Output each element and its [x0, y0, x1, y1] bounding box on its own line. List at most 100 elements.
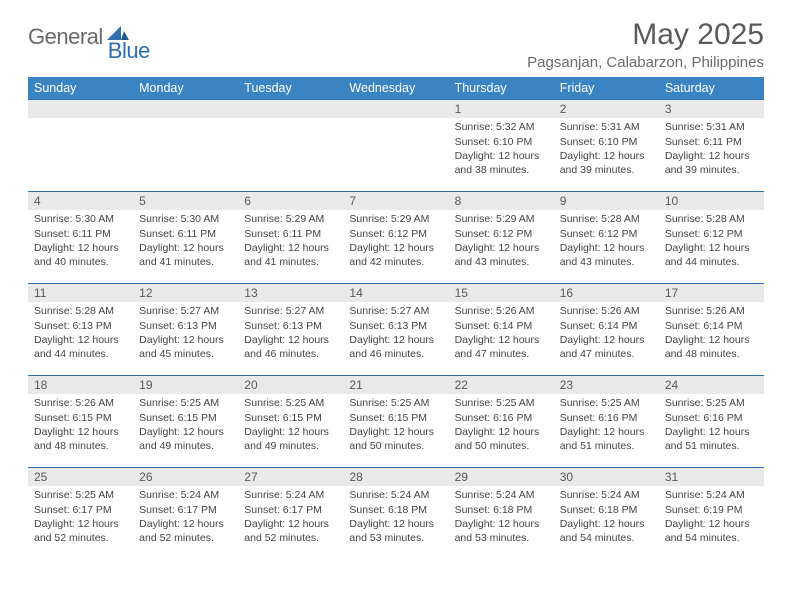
day-number: 11: [28, 284, 133, 302]
day-info-line: Sunrise: 5:29 AM: [244, 212, 337, 226]
day-body: Sunrise: 5:25 AMSunset: 6:15 PMDaylight:…: [133, 394, 238, 457]
day-body: Sunrise: 5:26 AMSunset: 6:15 PMDaylight:…: [28, 394, 133, 457]
day-body: Sunrise: 5:29 AMSunset: 6:12 PMDaylight:…: [343, 210, 448, 273]
day-info-line: Daylight: 12 hours: [455, 241, 548, 255]
day-info-line: Sunset: 6:16 PM: [455, 411, 548, 425]
day-info-line: and 54 minutes.: [560, 531, 653, 545]
day-info-line: Daylight: 12 hours: [560, 241, 653, 255]
day-info-line: Sunset: 6:19 PM: [665, 503, 758, 517]
logo-text-general: General: [28, 24, 103, 50]
day-number: 31: [659, 468, 764, 486]
day-body: Sunrise: 5:25 AMSunset: 6:15 PMDaylight:…: [238, 394, 343, 457]
day-number: 10: [659, 192, 764, 210]
day-info-line: Daylight: 12 hours: [349, 517, 442, 531]
day-number: 2: [554, 100, 659, 118]
day-info-line: Sunset: 6:12 PM: [665, 227, 758, 241]
day-info-line: and 39 minutes.: [560, 163, 653, 177]
day-info-line: Daylight: 12 hours: [139, 241, 232, 255]
day-number: 17: [659, 284, 764, 302]
day-info-line: Daylight: 12 hours: [455, 517, 548, 531]
day-info-line: Sunset: 6:12 PM: [560, 227, 653, 241]
day-body: Sunrise: 5:24 AMSunset: 6:18 PMDaylight:…: [343, 486, 448, 549]
day-info-line: Daylight: 12 hours: [34, 425, 127, 439]
day-number: 3: [659, 100, 764, 118]
day-info-line: Sunrise: 5:26 AM: [34, 396, 127, 410]
day-info-line: Sunset: 6:17 PM: [244, 503, 337, 517]
day-info-line: Daylight: 12 hours: [560, 333, 653, 347]
day-info-line: and 44 minutes.: [34, 347, 127, 361]
day-info-line: Daylight: 12 hours: [34, 517, 127, 531]
day-info-line: Daylight: 12 hours: [34, 333, 127, 347]
day-info-line: Sunrise: 5:30 AM: [34, 212, 127, 226]
day-info-line: and 52 minutes.: [139, 531, 232, 545]
day-info-line: Sunrise: 5:25 AM: [34, 488, 127, 502]
calendar-day-cell: [28, 100, 133, 192]
day-number: [238, 100, 343, 118]
day-info-line: Sunrise: 5:31 AM: [560, 120, 653, 134]
weekday-header: Friday: [554, 77, 659, 100]
day-info-line: Sunset: 6:11 PM: [665, 135, 758, 149]
day-info-line: Daylight: 12 hours: [349, 425, 442, 439]
calendar-week-row: 4Sunrise: 5:30 AMSunset: 6:11 PMDaylight…: [28, 192, 764, 284]
day-info-line: and 46 minutes.: [244, 347, 337, 361]
day-number: 13: [238, 284, 343, 302]
calendar-day-cell: [238, 100, 343, 192]
calendar-day-cell: 19Sunrise: 5:25 AMSunset: 6:15 PMDayligh…: [133, 376, 238, 468]
day-body: Sunrise: 5:29 AMSunset: 6:11 PMDaylight:…: [238, 210, 343, 273]
day-number: [28, 100, 133, 118]
day-info-line: Sunset: 6:14 PM: [665, 319, 758, 333]
weekday-header-row: SundayMondayTuesdayWednesdayThursdayFrid…: [28, 77, 764, 100]
day-number: 26: [133, 468, 238, 486]
day-body: Sunrise: 5:28 AMSunset: 6:12 PMDaylight:…: [659, 210, 764, 273]
calendar-day-cell: 9Sunrise: 5:28 AMSunset: 6:12 PMDaylight…: [554, 192, 659, 284]
day-body: Sunrise: 5:30 AMSunset: 6:11 PMDaylight:…: [28, 210, 133, 273]
day-info-line: Sunrise: 5:28 AM: [34, 304, 127, 318]
day-info-line: Sunset: 6:12 PM: [349, 227, 442, 241]
day-number: 25: [28, 468, 133, 486]
day-info-line: and 46 minutes.: [349, 347, 442, 361]
title-block: May 2025 Pagsanjan, Calabarzon, Philippi…: [527, 18, 764, 71]
calendar-day-cell: 31Sunrise: 5:24 AMSunset: 6:19 PMDayligh…: [659, 468, 764, 560]
calendar-day-cell: 5Sunrise: 5:30 AMSunset: 6:11 PMDaylight…: [133, 192, 238, 284]
day-info-line: Sunset: 6:18 PM: [349, 503, 442, 517]
day-info-line: Sunset: 6:17 PM: [34, 503, 127, 517]
day-info-line: and 49 minutes.: [139, 439, 232, 453]
day-body: Sunrise: 5:30 AMSunset: 6:11 PMDaylight:…: [133, 210, 238, 273]
calendar-day-cell: 18Sunrise: 5:26 AMSunset: 6:15 PMDayligh…: [28, 376, 133, 468]
day-number: 15: [449, 284, 554, 302]
day-body: Sunrise: 5:24 AMSunset: 6:18 PMDaylight:…: [449, 486, 554, 549]
day-body: Sunrise: 5:29 AMSunset: 6:12 PMDaylight:…: [449, 210, 554, 273]
day-info-line: and 50 minutes.: [455, 439, 548, 453]
day-body: Sunrise: 5:28 AMSunset: 6:13 PMDaylight:…: [28, 302, 133, 365]
day-info-line: Sunset: 6:18 PM: [455, 503, 548, 517]
day-info-line: Sunrise: 5:27 AM: [244, 304, 337, 318]
day-body: Sunrise: 5:25 AMSunset: 6:16 PMDaylight:…: [449, 394, 554, 457]
page-header: General Blue May 2025 Pagsanjan, Calabar…: [28, 18, 764, 71]
day-body: Sunrise: 5:26 AMSunset: 6:14 PMDaylight:…: [659, 302, 764, 365]
day-body: Sunrise: 5:27 AMSunset: 6:13 PMDaylight:…: [238, 302, 343, 365]
day-info-line: Sunrise: 5:25 AM: [139, 396, 232, 410]
day-info-line: Sunset: 6:17 PM: [139, 503, 232, 517]
day-info-line: Sunrise: 5:27 AM: [349, 304, 442, 318]
day-body: Sunrise: 5:24 AMSunset: 6:19 PMDaylight:…: [659, 486, 764, 549]
day-info-line: Daylight: 12 hours: [34, 241, 127, 255]
day-info-line: Daylight: 12 hours: [665, 425, 758, 439]
day-number: 28: [343, 468, 448, 486]
day-body: Sunrise: 5:25 AMSunset: 6:15 PMDaylight:…: [343, 394, 448, 457]
day-info-line: Sunset: 6:15 PM: [139, 411, 232, 425]
day-info-line: Sunset: 6:10 PM: [560, 135, 653, 149]
day-info-line: and 48 minutes.: [665, 347, 758, 361]
day-info-line: and 50 minutes.: [349, 439, 442, 453]
calendar-day-cell: 28Sunrise: 5:24 AMSunset: 6:18 PMDayligh…: [343, 468, 448, 560]
day-info-line: Sunrise: 5:25 AM: [349, 396, 442, 410]
day-info-line: Daylight: 12 hours: [244, 425, 337, 439]
weekday-header: Tuesday: [238, 77, 343, 100]
day-body: Sunrise: 5:25 AMSunset: 6:17 PMDaylight:…: [28, 486, 133, 549]
day-info-line: and 53 minutes.: [455, 531, 548, 545]
calendar-day-cell: 8Sunrise: 5:29 AMSunset: 6:12 PMDaylight…: [449, 192, 554, 284]
day-info-line: Daylight: 12 hours: [560, 425, 653, 439]
day-info-line: Sunset: 6:14 PM: [455, 319, 548, 333]
calendar-day-cell: 4Sunrise: 5:30 AMSunset: 6:11 PMDaylight…: [28, 192, 133, 284]
day-info-line: Sunrise: 5:24 AM: [560, 488, 653, 502]
day-info-line: Daylight: 12 hours: [244, 241, 337, 255]
